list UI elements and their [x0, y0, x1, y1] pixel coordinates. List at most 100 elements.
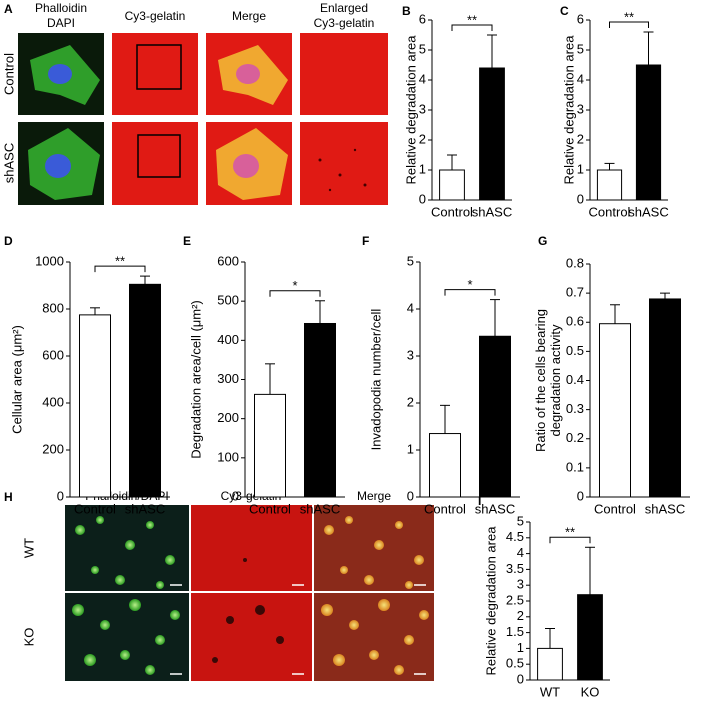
significance-label: **: [115, 254, 125, 269]
column-header: DAPI: [47, 16, 75, 30]
y-axis-label: Cellular area (μm²): [9, 325, 24, 434]
y-tick-label: 2: [407, 394, 414, 409]
y-tick-label: 3: [419, 101, 426, 116]
significance-bracket: [269, 290, 321, 297]
panel-letter: E: [183, 234, 191, 248]
significance-bracket: [94, 265, 146, 273]
bar: [429, 433, 461, 498]
x-tick-label: Control: [431, 204, 473, 219]
y-tick-label: 3: [517, 577, 524, 592]
bar: [577, 594, 603, 681]
y-tick-label: 4: [419, 71, 426, 86]
y-tick-label: 4.5: [506, 529, 524, 544]
y-tick-label: 0.8: [566, 255, 584, 270]
panel-letter: A: [4, 2, 13, 16]
y-tick-label: 500: [217, 293, 239, 308]
x-tick-label: shASC: [628, 204, 668, 219]
significance-bracket: [609, 21, 649, 28]
column-header: Phalloidin: [35, 1, 87, 15]
y-tick-label: 0: [57, 488, 64, 503]
column-header: Merge: [357, 489, 391, 503]
y-tick-label: 1: [407, 441, 414, 456]
y-axis-label: Invadopodia number/cell: [368, 309, 383, 451]
significance-label: **: [467, 12, 477, 27]
bar: [537, 647, 563, 681]
y-tick-label: 3: [577, 101, 584, 116]
y-tick-label: 200: [42, 441, 64, 456]
panel-letter: G: [538, 234, 547, 248]
y-tick-label: 0.3: [566, 401, 584, 416]
bar: [479, 67, 505, 201]
column-header: Cy3-gelatin: [314, 16, 375, 30]
significance-bracket: [451, 24, 493, 31]
bar: [596, 169, 623, 201]
bar: [479, 335, 511, 498]
y-tick-label: 1.5: [506, 624, 524, 639]
y-tick-label: 0: [407, 488, 414, 503]
y-tick-label: 4: [517, 545, 524, 560]
y-tick-label: 100: [217, 449, 239, 464]
bar: [254, 393, 286, 498]
panel-letter: D: [4, 234, 13, 248]
x-tick-label: shASC: [472, 204, 512, 219]
significance-label: *: [467, 277, 472, 292]
y-tick-label: 400: [217, 332, 239, 347]
significance-label: *: [292, 278, 297, 293]
x-tick-label: KO: [581, 684, 600, 699]
y-tick-label: 1: [419, 161, 426, 176]
y-tick-label: 0.5: [506, 656, 524, 671]
x-tick-label: Control: [74, 501, 116, 516]
x-tick-label: Control: [249, 501, 291, 516]
panel-letter: F: [362, 234, 369, 248]
bar: [635, 64, 662, 201]
y-tick-label: 200: [217, 410, 239, 425]
y-tick-label: 600: [42, 347, 64, 362]
column-header: Enlarged: [320, 1, 368, 15]
y-axis-label: Degradation area/cell (μm²): [188, 300, 203, 459]
bar: [599, 323, 631, 498]
y-axis-label: Relative degradation area: [403, 35, 418, 185]
y-tick-label: 6: [419, 11, 426, 26]
y-tick-label: 5: [419, 41, 426, 56]
bar: [439, 169, 465, 201]
row-label: WT: [21, 538, 36, 558]
y-tick-label: 0: [232, 488, 239, 503]
y-tick-label: 4: [577, 71, 584, 86]
panel-letter: H: [4, 490, 13, 504]
y-axis-label: Relative degradation area: [561, 35, 576, 185]
x-tick-label: Control: [589, 204, 631, 219]
y-tick-label: 0.1: [566, 459, 584, 474]
y-tick-label: 6: [577, 11, 584, 26]
y-tick-label: 600: [217, 253, 239, 268]
x-tick-label: WT: [540, 684, 560, 699]
row-label: KO: [21, 628, 36, 647]
x-tick-label: shASC: [645, 501, 685, 516]
y-tick-label: 0: [517, 671, 524, 686]
y-tick-label: 2: [419, 131, 426, 146]
y-axis-label: Relative degradation area: [483, 526, 498, 676]
y-axis-label: Ratio of the cells bearing: [533, 309, 548, 452]
panel-a-images: [18, 33, 388, 205]
column-header: Cy3-gelatin: [125, 9, 186, 23]
x-tick-label: shASC: [475, 501, 515, 516]
bar: [649, 298, 681, 498]
y-tick-label: 1: [577, 161, 584, 176]
y-tick-label: 0: [577, 191, 584, 206]
y-tick-label: 5: [407, 253, 414, 268]
row-label: Control: [1, 53, 16, 95]
y-tick-label: 3: [407, 347, 414, 362]
y-tick-label: 5: [577, 41, 584, 56]
row-label: shASC: [1, 143, 16, 183]
y-tick-label: 0.7: [566, 285, 584, 300]
y-tick-label: 0.6: [566, 314, 584, 329]
x-tick-label: Control: [424, 501, 466, 516]
bar: [304, 322, 336, 498]
y-tick-label: 0: [577, 488, 584, 503]
significance-bracket: [444, 289, 496, 296]
y-tick-label: 1: [517, 640, 524, 655]
y-tick-label: 2: [517, 608, 524, 623]
y-tick-label: 2.5: [506, 592, 524, 607]
x-tick-label: shASC: [300, 501, 340, 516]
y-tick-label: 0.2: [566, 430, 584, 445]
